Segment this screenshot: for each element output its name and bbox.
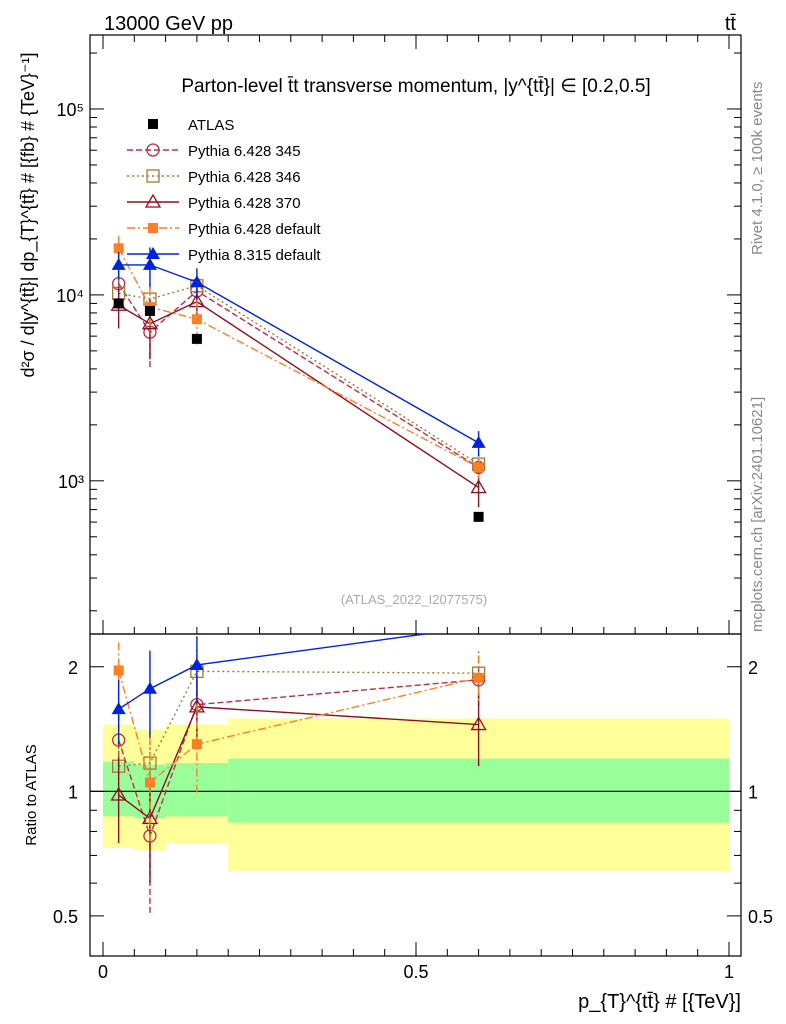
legend-label: ATLAS [188,117,234,134]
data-point [189,657,204,670]
data-point [189,275,204,288]
data-point [470,479,487,494]
data-point [473,462,484,473]
series-atlas [113,298,484,522]
process-label: tt̄ [725,13,737,35]
data-point [148,119,158,129]
data-point [141,315,159,330]
ratio-y-axis-label: Ratio to ATLAS [23,744,40,845]
data-point [146,247,160,259]
data-point [142,257,157,270]
series-line [118,284,479,465]
ratio-series-line [117,679,479,839]
data-point [144,193,162,208]
x-tick-label: 0.5 [403,962,428,982]
legend-label: Pythia 6.428 346 [188,169,301,186]
collision-label: 13000 GeV pp [104,13,233,35]
ratio-panel: 0.5 0.5 1 1 2 2 0 0.5 1 Ratio to ATLAS [23,633,773,982]
ratio-y-tick-label-right: 2 [748,658,758,678]
ratio-bands [90,718,741,872]
ratio-band-inner [228,758,729,823]
ratio-y-tick-label-left: 1 [68,782,78,802]
data-point [471,435,486,448]
legend-label: Pythia 8.315 default [188,247,321,264]
x-tick-label: 1 [724,962,734,982]
ratio-series-line [118,670,479,767]
ratio-y-tick-label-right: 0.5 [748,907,773,927]
rivet-label: Rivet 4.1.0, ≥ 100k events [749,82,766,255]
data-point [144,777,155,788]
data-point [191,333,202,344]
data-point [148,223,158,233]
series-line [118,264,479,444]
legend: ATLAS Pythia 6.428 345 Pythia 6.428 346 Pyt… [127,117,321,264]
legend-entry: Pythia 8.315 default [127,247,321,264]
legend-entry: Pythia 6.428 346 [127,169,301,186]
data-point [142,681,157,694]
legend-entry: Pythia 6.428 345 [127,143,301,160]
data-point [111,257,126,270]
main-series-layer [110,235,487,522]
legend-label: Pythia 6.428 default [188,221,321,238]
legend-entry: Pythia 6.428 370 [127,193,301,212]
series-pythia-8-315-default [111,247,486,457]
x-tick-label: 0 [98,962,108,982]
series-pythia-6-428-346 [112,275,486,476]
data-point [146,169,160,183]
ratio-ticks: 0.5 0.5 1 1 2 2 0 0.5 1 [53,658,773,982]
series-line [118,248,479,469]
data-point [111,702,126,715]
data-point [144,305,155,316]
main-y-axis-label: d²σ / d|y^{tt̄}| dp_{T}^{tt̄} # [{fb} # … [18,52,39,377]
main-y-tick-label: 10⁵ [57,100,84,120]
legend-entry: ATLAS [148,117,234,134]
ratio-series-layer [110,633,487,916]
data-point [113,243,124,254]
series-line [118,300,479,489]
main-title: Parton-level t̄t transverse momentum, |y… [181,76,650,97]
main-panel: 10³ 10⁴ 10⁵ Parton-level t̄t transverse mo… [18,34,742,635]
legend-entry: Pythia 6.428 default [127,221,321,238]
ratio-series-line [117,670,479,784]
legend-label: Pythia 6.428 345 [188,143,301,160]
series-pythia-6-428-370 [110,287,487,508]
data-point [113,665,124,676]
ratio-y-tick-label-left: 0.5 [53,907,78,927]
data-point [146,143,160,157]
data-point [191,314,202,325]
analysis-watermark: (ATLAS_2022_I2077575) [341,592,487,607]
series-pythia-6-428-345 [112,270,486,479]
ratio-y-tick-label-left: 2 [68,658,78,678]
ratio-series-line [118,633,425,710]
x-axis-label: p_{T}^{tt̄} # [{TeV}] [578,991,741,1013]
data-point [470,716,487,731]
ratio-series-pythia-8-315-default [111,633,425,745]
legend-label: Pythia 6.428 370 [188,195,301,212]
data-point [191,739,202,750]
data-point [473,511,484,522]
main-ticks: 10³ 10⁴ 10⁵ [56,35,741,634]
data-point [113,298,124,309]
data-point [473,672,484,683]
main-y-tick-label: 10⁴ [56,286,84,306]
data-point [110,786,127,801]
series-line [118,283,479,469]
main-y-tick-label: 10³ [58,472,84,492]
mcplots-label: mcplots.cern.ch [arXiv:2401.10621] [749,397,766,632]
ratio-y-tick-label-right: 1 [748,782,758,802]
